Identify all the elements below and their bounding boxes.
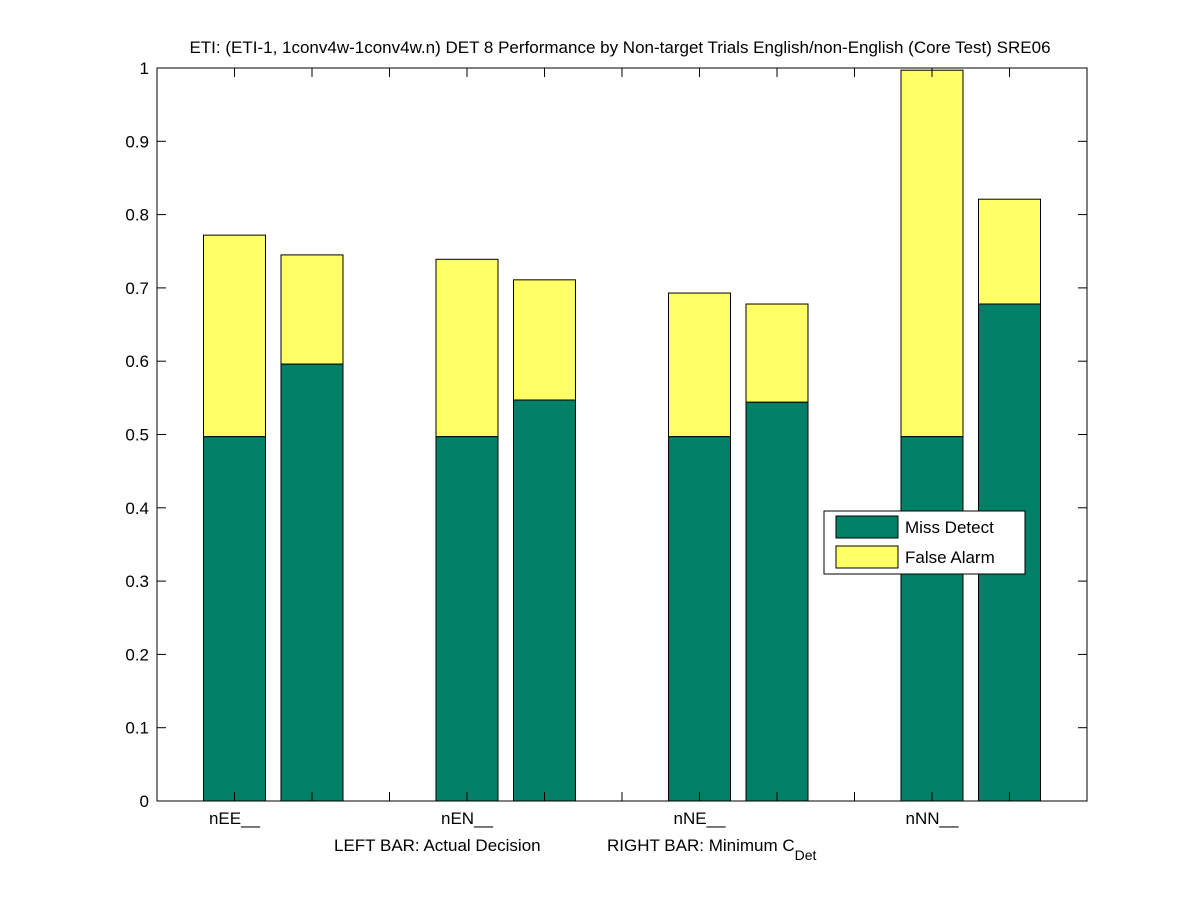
ticks-group — [157, 67, 1087, 802]
bar-false-alarm-actual_decision — [203, 234, 266, 438]
legend-swatch-miss-detect — [835, 515, 899, 539]
bar-miss-detect-actual_decision — [435, 436, 499, 802]
bar-miss-detect-actual_decision — [668, 436, 731, 802]
ytick-label: 0.5 — [125, 426, 149, 445]
xlabel-right-main: RIGHT BAR: Minimum C — [607, 836, 795, 855]
bars-group — [203, 69, 1041, 802]
bar-false-alarm-actual_decision — [435, 258, 499, 438]
bar-miss-detect-actual_decision — [203, 436, 266, 802]
ytick-label: 0.7 — [125, 279, 149, 298]
bar-miss-detect-actual_decision — [900, 436, 964, 802]
ytick-label: 0.1 — [125, 719, 149, 738]
xtick-labels: nEE__ nEN__ nNE__ nNN__ — [209, 809, 959, 828]
xlabel-left: LEFT BAR: Actual Decision — [334, 836, 541, 855]
ytick-label: 0.4 — [125, 499, 149, 518]
bar-false-alarm-minimum_cdet — [745, 303, 809, 403]
ytick-label: 0 — [140, 792, 149, 811]
xtick-label: nEE__ — [209, 809, 261, 828]
xlabel-right: RIGHT BAR: Minimum CDet — [607, 836, 817, 863]
bar-miss-detect-minimum_cdet — [745, 401, 809, 802]
legend-label-false-alarm: False Alarm — [905, 548, 995, 567]
ytick-label: 0.8 — [125, 206, 149, 225]
legend-label-miss-detect: Miss Detect — [905, 518, 994, 537]
legend-swatch-false-alarm — [835, 545, 899, 569]
bar-false-alarm-actual_decision — [668, 292, 731, 438]
ytick-label: 0.9 — [125, 132, 149, 151]
bar-miss-detect-minimum_cdet — [513, 399, 576, 802]
legend: Miss Detect False Alarm — [823, 510, 1026, 575]
bar-false-alarm-actual_decision — [900, 69, 964, 438]
bar-miss-detect-minimum_cdet — [280, 363, 344, 802]
chart-title: ETI: (ETI-1, 1conv4w-1conv4w.n) DET 8 Pe… — [189, 38, 1050, 57]
ytick-label: 0.2 — [125, 645, 149, 664]
ytick-label: 0.3 — [125, 572, 149, 591]
ytick-label: 0.6 — [125, 352, 149, 371]
xtick-label: nEN__ — [441, 809, 494, 828]
ytick-labels: 0 0.1 0.2 0.3 0.4 0.5 0.6 0.7 0.8 0.9 1 — [125, 59, 149, 811]
xtick-label: nNE__ — [674, 809, 727, 828]
xlabel-right-subscript: Det — [795, 847, 817, 863]
ytick-label: 1 — [140, 59, 149, 78]
bar-false-alarm-minimum_cdet — [280, 254, 344, 365]
bar-false-alarm-minimum_cdet — [978, 198, 1041, 305]
bar-false-alarm-minimum_cdet — [513, 279, 576, 401]
xtick-label: nNN__ — [906, 809, 959, 828]
